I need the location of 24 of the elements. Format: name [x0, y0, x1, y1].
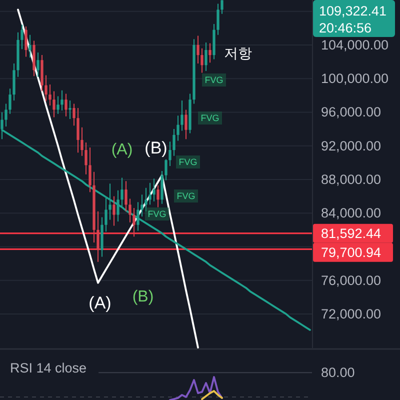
- y-tick-label: 92,000.00: [321, 138, 382, 154]
- annotation: (B): [144, 138, 168, 158]
- annotation: FVG: [204, 75, 224, 85]
- text: 109,322.41: [319, 4, 387, 18]
- annotation: (A): [88, 294, 112, 312]
- annotation: FVG: [148, 209, 166, 219]
- y-tick-label: 104,000.00: [321, 37, 389, 52]
- y-tick-label: 96,000.00: [321, 104, 382, 120]
- annotation: (B): [132, 288, 154, 306]
- annotation: FVG: [200, 113, 220, 123]
- annotation: FVG: [178, 157, 198, 167]
- annotation: 저항: [224, 45, 252, 61]
- y-tick-label: 84,000.00: [321, 206, 382, 221]
- y-tick-label: 100,000.00: [321, 71, 389, 86]
- annotation: (A): [111, 142, 133, 158]
- ref-line-label: 79,700.94: [321, 244, 382, 260]
- text: 80.00: [321, 365, 355, 380]
- ref-line-label: 81,592.44: [321, 226, 382, 241]
- text: 20:46:56: [319, 20, 372, 36]
- annotation: FVG: [176, 191, 196, 201]
- y-tick-label: 76,000.00: [321, 272, 382, 288]
- y-tick-label: 72,000.00: [321, 306, 382, 322]
- chart-title: RSI 14 close: [10, 360, 87, 376]
- y-tick-label: 88,000.00: [321, 172, 382, 187]
